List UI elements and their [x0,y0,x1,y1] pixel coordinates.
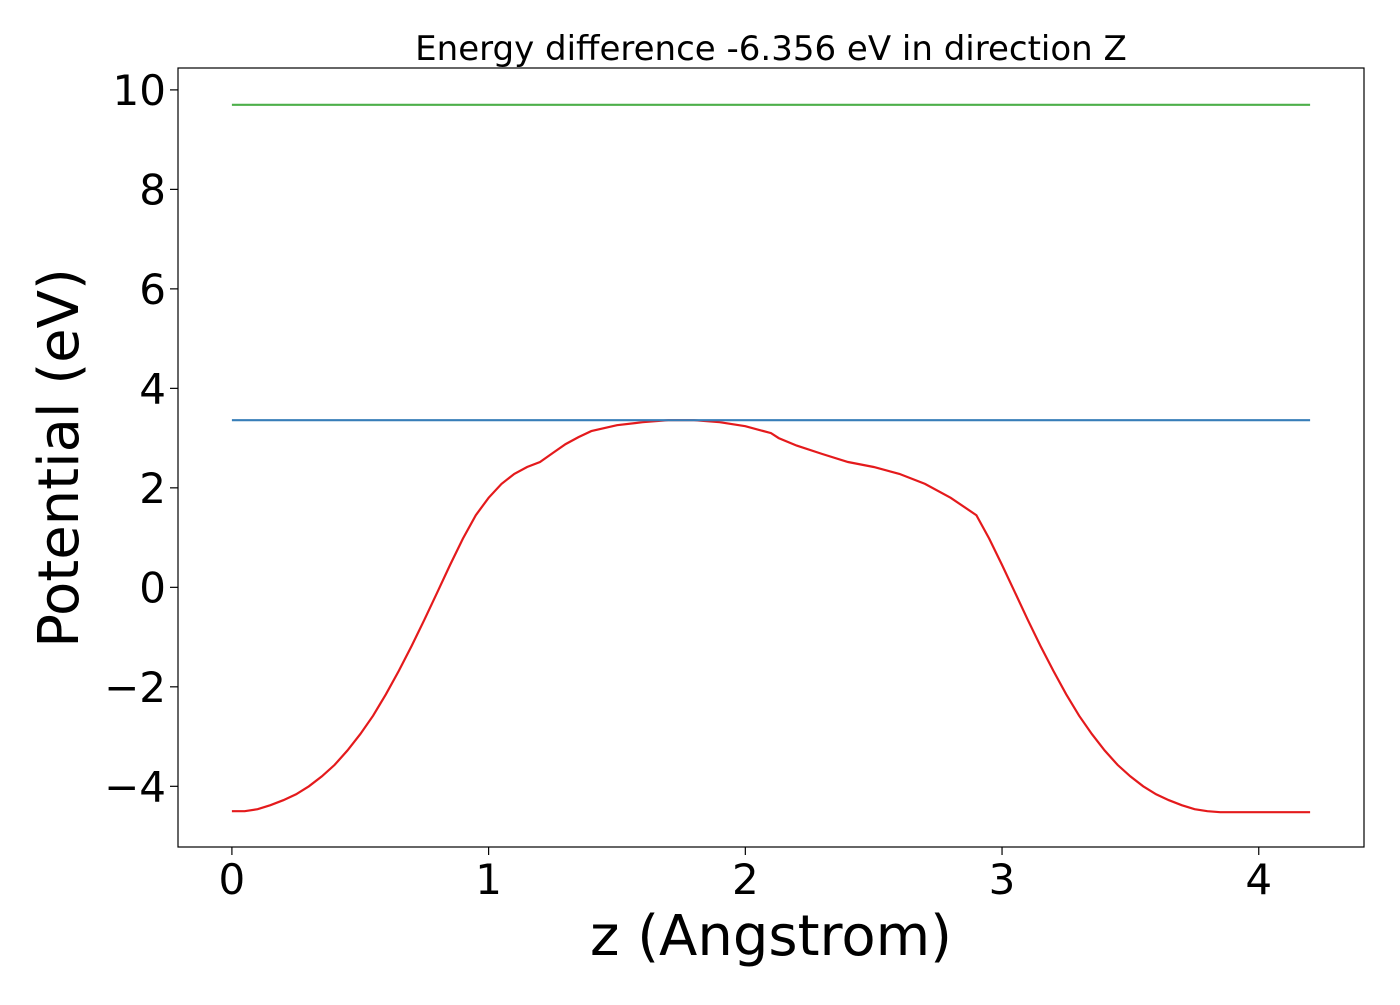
y-tick-label: 2 [139,464,166,513]
x-tick-label: 1 [475,855,502,904]
y-tick-label: 10 [113,66,166,115]
x-axis-label: z (Angstrom) [590,904,952,969]
x-axis: 0 1 2 3 4 [219,847,1272,904]
y-axis: −4 −2 0 2 4 6 8 10 [104,66,178,811]
plot-frame [177,67,1365,848]
x-tick-label: 0 [219,855,246,904]
x-tick-label: 4 [1245,855,1272,904]
series-line-0 [231,419,1311,814]
y-tick-label: 4 [139,364,166,413]
chart-title: Energy difference -6.356 eV in direction… [415,29,1127,69]
plot-area [231,103,1311,814]
y-tick-label: −2 [104,663,166,712]
y-tick-label: −4 [104,762,166,811]
y-tick-label: 8 [139,165,166,214]
y-tick-label: 6 [139,265,166,314]
y-tick-label: 0 [139,563,166,612]
x-tick-label: 3 [989,855,1016,904]
x-tick-label: 2 [732,855,759,904]
y-axis-label: Potential (eV) [27,268,92,648]
